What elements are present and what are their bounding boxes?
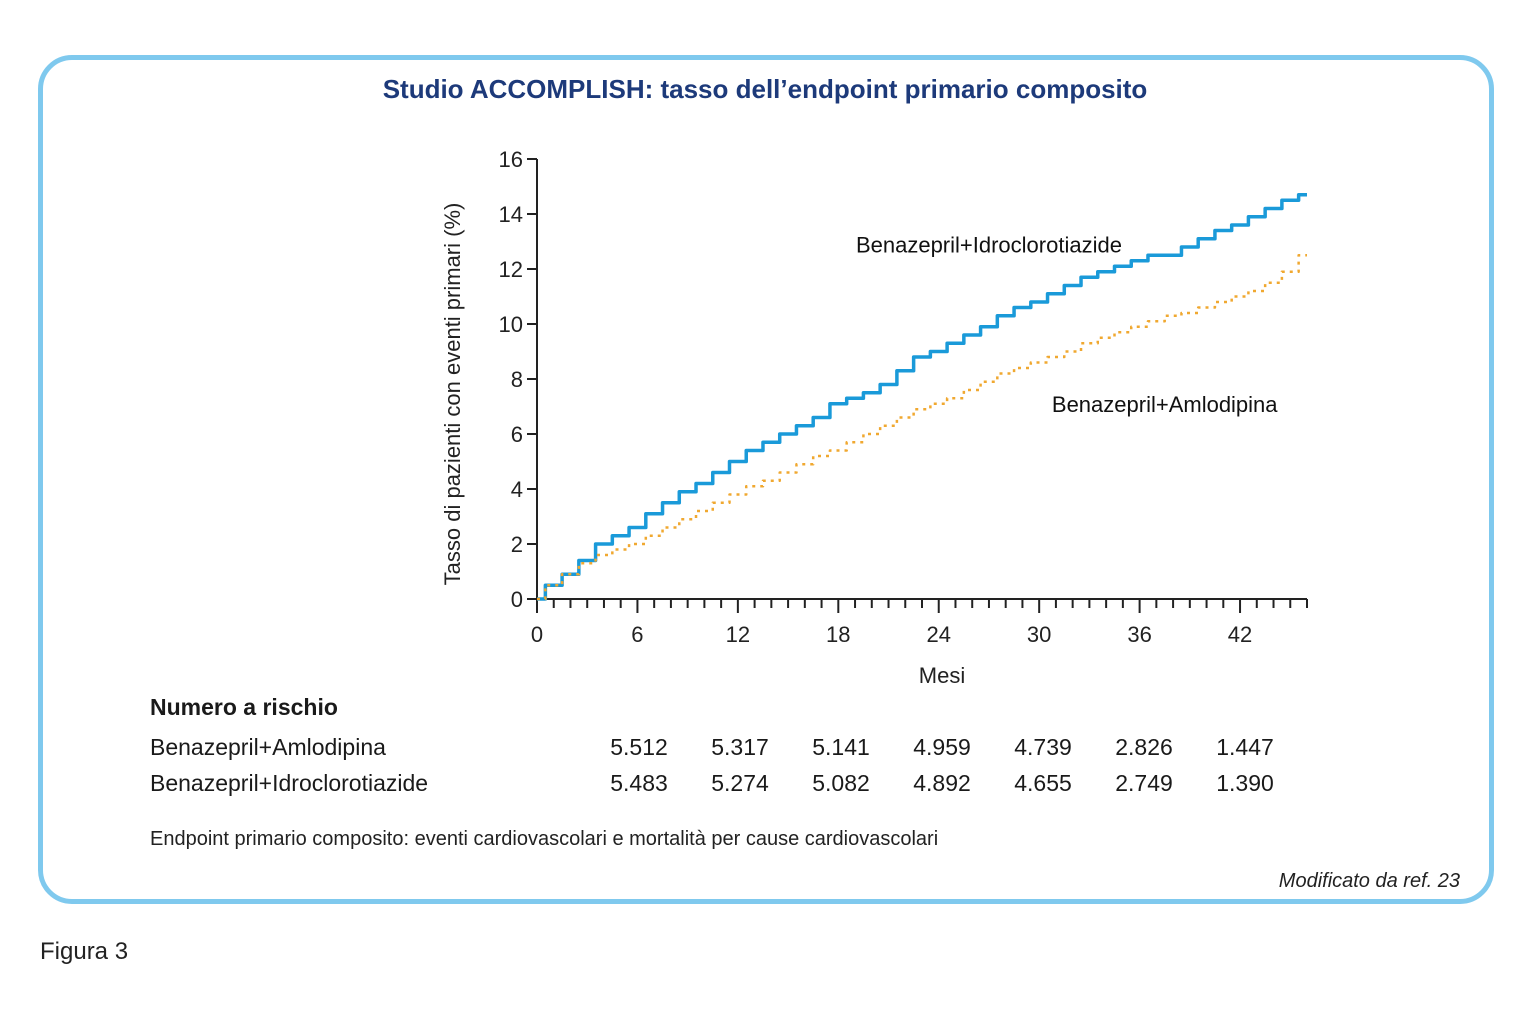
y-axis-label: Tasso di pazienti con eventi primari (%) — [440, 203, 465, 586]
risk-value: 5.141 — [812, 734, 870, 760]
x-tick-label: 12 — [726, 622, 750, 647]
y-tick-label: 6 — [511, 422, 523, 447]
footnote: Endpoint primario composito: eventi card… — [150, 828, 939, 850]
x-tick-label: 6 — [631, 622, 643, 647]
figure-label: Figura 3 — [40, 938, 129, 965]
risk-value: 1.390 — [1216, 770, 1274, 796]
risk-value: 1.447 — [1216, 734, 1274, 760]
x-tick-label: 0 — [531, 622, 543, 647]
risk-table-heading: Numero a rischio — [150, 694, 338, 720]
risk-row-label: Benazepril+Idroclorotiazide — [150, 770, 429, 796]
y-tick-label: 16 — [499, 147, 523, 172]
x-tick-label: 18 — [826, 622, 850, 647]
risk-value: 5.274 — [711, 770, 769, 796]
y-tick-label: 14 — [499, 202, 523, 227]
risk-value: 4.739 — [1014, 734, 1072, 760]
y-tick-label: 8 — [511, 367, 523, 392]
risk-value: 4.959 — [913, 734, 971, 760]
series-line-idroclorotiazide — [537, 193, 1307, 601]
y-tick-label: 0 — [511, 587, 523, 612]
risk-value: 4.655 — [1014, 770, 1072, 796]
risk-value: 4.892 — [913, 770, 971, 796]
x-axis-label: Mesi — [919, 663, 965, 688]
y-tick-label: 2 — [511, 532, 523, 557]
risk-value: 2.826 — [1115, 734, 1173, 760]
x-tick-label: 30 — [1027, 622, 1051, 647]
x-tick-label: 42 — [1228, 622, 1252, 647]
risk-value: 5.082 — [812, 770, 870, 796]
figure-frame — [38, 55, 1494, 904]
risk-row-label: Benazepril+Amlodipina — [150, 734, 386, 760]
annotation-idroclorotiazide: Benazepril+Idroclorotiazide — [856, 233, 1122, 258]
risk-value: 2.749 — [1115, 770, 1173, 796]
risk-value: 5.483 — [610, 770, 668, 796]
y-tick-label: 12 — [499, 257, 523, 282]
x-tick-label: 24 — [926, 622, 950, 647]
y-tick-label: 4 — [511, 477, 523, 502]
risk-value: 5.512 — [610, 734, 668, 760]
risk-value: 5.317 — [711, 734, 769, 760]
annotation-amlodipina: Benazepril+Amlodipina — [1052, 392, 1278, 417]
risk-row-amlodipina: Benazepril+Amlodipina 5.512 5.317 5.141 … — [150, 734, 1350, 764]
chart-title: Studio ACCOMPLISH: tasso dell’endpoint p… — [382, 74, 1148, 104]
series-line-amlodipina — [537, 254, 1307, 601]
y-tick-label: 10 — [499, 312, 523, 337]
x-tick-label: 36 — [1127, 622, 1151, 647]
risk-row-idroclorotiazide: Benazepril+Idroclorotiazide 5.483 5.274 … — [150, 770, 1350, 800]
source-note: Modificato da ref. 23 — [1278, 870, 1460, 892]
